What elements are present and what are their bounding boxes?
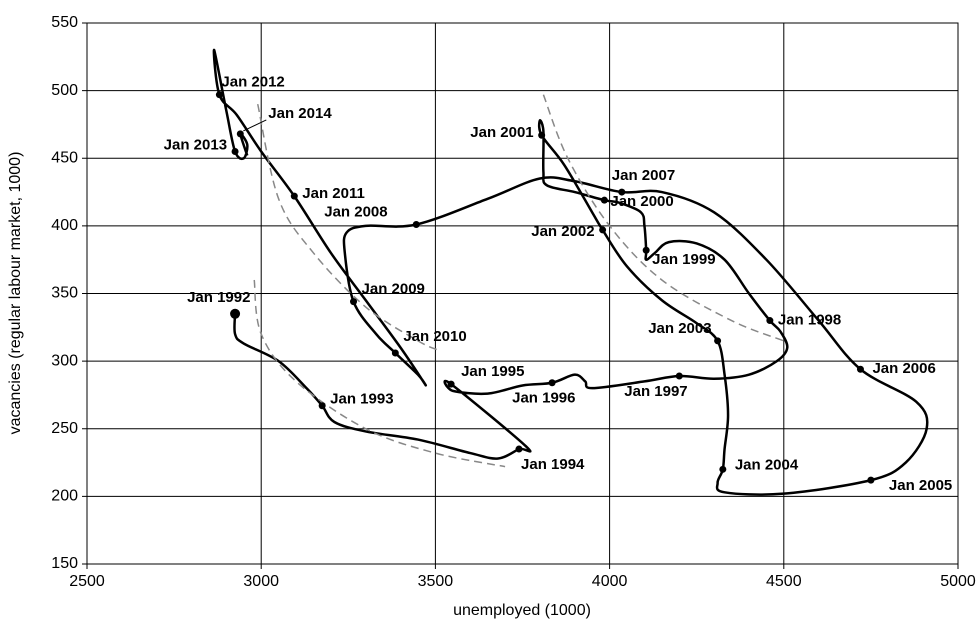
x-tick-label: 4500 <box>766 573 802 590</box>
point <box>236 130 244 138</box>
y-tick-label: 250 <box>51 420 78 437</box>
point <box>412 221 420 229</box>
point-label: Jan 2014 <box>268 105 332 122</box>
point <box>618 188 626 196</box>
fit-curve <box>256 103 440 351</box>
point-label: Jan 2000 <box>610 193 673 210</box>
point-label: Jan 1999 <box>652 251 715 268</box>
point <box>290 192 298 200</box>
point <box>230 308 241 319</box>
y-tick-label: 400 <box>51 217 78 234</box>
point <box>231 147 239 155</box>
fit-curve <box>253 279 506 468</box>
fit-curve <box>542 94 785 342</box>
point-label: Jan 2010 <box>403 328 466 345</box>
label-pointer <box>243 119 267 132</box>
point-label: Jan 1996 <box>512 390 575 407</box>
point-label: Jan 2011 <box>302 185 365 202</box>
point-label: Jan 1993 <box>330 391 393 408</box>
x-tick-label: 3500 <box>418 573 454 590</box>
point-label: Jan 1998 <box>778 312 841 329</box>
point-label: Jan 1995 <box>461 363 524 380</box>
point <box>600 196 608 204</box>
point-label: Jan 2002 <box>531 223 594 240</box>
point-label: Jan 2012 <box>221 74 284 91</box>
point <box>599 226 607 234</box>
point <box>391 349 399 357</box>
point <box>350 298 358 306</box>
point-label: Jan 2003 <box>648 320 711 337</box>
point <box>675 372 683 380</box>
point <box>538 131 546 139</box>
x-tick-label: 4000 <box>592 573 628 590</box>
point <box>318 402 326 410</box>
x-tick-label: 5000 <box>940 573 976 590</box>
y-tick-label: 450 <box>51 149 78 166</box>
x-tick-label: 3000 <box>243 573 279 590</box>
y-axis-title: vacancies (regular labour market, 1000) <box>7 152 24 435</box>
y-tick-label: 150 <box>51 555 78 572</box>
point <box>548 379 556 387</box>
y-tick-label: 200 <box>51 488 78 505</box>
point-label: Jan 2013 <box>164 136 227 153</box>
point-label: Jan 2008 <box>324 203 387 220</box>
point-label: Jan 1992 <box>187 289 250 306</box>
x-tick-label: 2500 <box>69 573 105 590</box>
point <box>867 476 875 484</box>
point-label: Jan 1994 <box>521 456 585 473</box>
plot-frame <box>86 22 959 565</box>
x-axis-title: unemployed (1000) <box>453 602 591 619</box>
point-label: Jan 1997 <box>624 383 687 400</box>
point-label: Jan 2007 <box>612 167 675 184</box>
point-label: Jan 2005 <box>889 477 952 494</box>
point <box>215 91 223 99</box>
point <box>515 445 523 453</box>
point-label: Jan 2004 <box>735 456 799 473</box>
point <box>714 337 722 345</box>
point <box>642 246 650 254</box>
point <box>856 365 864 373</box>
y-tick-label: 500 <box>51 82 78 99</box>
point <box>719 465 727 473</box>
y-tick-label: 550 <box>51 14 78 31</box>
point <box>766 317 774 325</box>
point-label: Jan 2009 <box>362 281 425 298</box>
point-label: Jan 2001 <box>470 124 533 141</box>
y-tick-label: 300 <box>51 352 78 369</box>
point <box>447 380 455 388</box>
y-tick-label: 350 <box>51 285 78 302</box>
point-label: Jan 2006 <box>872 360 935 377</box>
